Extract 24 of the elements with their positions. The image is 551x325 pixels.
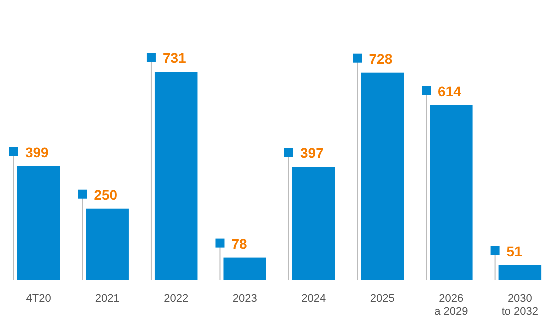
data-label: 397 bbox=[300, 145, 324, 162]
bar bbox=[292, 167, 336, 280]
x-tick-label: 2026 a 2029 bbox=[434, 293, 468, 318]
x-tick-label: 2025 bbox=[370, 293, 395, 305]
bar bbox=[224, 258, 266, 280]
data-label: 728 bbox=[369, 50, 393, 67]
x-tick-label: 4T20 bbox=[26, 293, 52, 305]
data-label: 78 bbox=[232, 236, 248, 252]
x-tick-label: 2022 bbox=[164, 293, 189, 305]
bar bbox=[430, 105, 473, 280]
data-label: 731 bbox=[162, 50, 187, 66]
data-label: 614 bbox=[438, 83, 462, 100]
x-tick-label: 2023 bbox=[232, 293, 258, 305]
x-tick-label: 2030 to 2032 bbox=[502, 293, 539, 318]
data-label: 51 bbox=[506, 243, 523, 260]
data-label: 399 bbox=[25, 144, 50, 160]
bar bbox=[498, 265, 542, 280]
x-tick-label: 2021 bbox=[95, 293, 120, 305]
bar bbox=[361, 72, 404, 280]
bar bbox=[86, 208, 129, 280]
bar bbox=[154, 72, 198, 280]
data-label: 250 bbox=[94, 186, 118, 203]
x-tick-label: 2024 bbox=[302, 293, 326, 305]
bar bbox=[17, 166, 60, 280]
